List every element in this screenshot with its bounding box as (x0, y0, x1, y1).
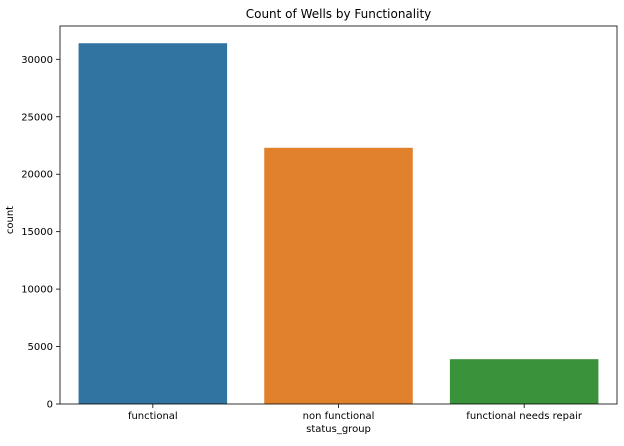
plot-border (59, 25, 618, 405)
x-tick-label: functional needs repair (466, 411, 583, 422)
bar-functional-needs-repair (449, 359, 599, 404)
x-tick-label: functional (128, 411, 178, 422)
y-tick-label: 0 (47, 400, 53, 411)
chart-title: Count of Wells by Functionality (246, 7, 432, 21)
y-tick-label: 10000 (21, 285, 53, 296)
y-axis-ticks: 0 5000 10000 15000 20000 25000 30000 (21, 55, 60, 411)
bars-layer (78, 43, 599, 405)
y-axis-label: count (5, 206, 16, 234)
y-tick-label: 30000 (21, 55, 53, 66)
y-tick-label: 25000 (21, 112, 53, 123)
y-tick-label: 20000 (21, 170, 53, 181)
bar-functional (78, 43, 228, 405)
axes-frame (59, 25, 618, 405)
bar-non-functional (264, 147, 413, 404)
y-tick-label: 15000 (21, 227, 53, 238)
x-tick-label: non functional (303, 411, 375, 422)
x-axis-ticks: functional non functional functional needs… (128, 404, 583, 422)
x-axis-label: status_group (306, 424, 371, 435)
y-tick-label: 5000 (28, 342, 53, 353)
